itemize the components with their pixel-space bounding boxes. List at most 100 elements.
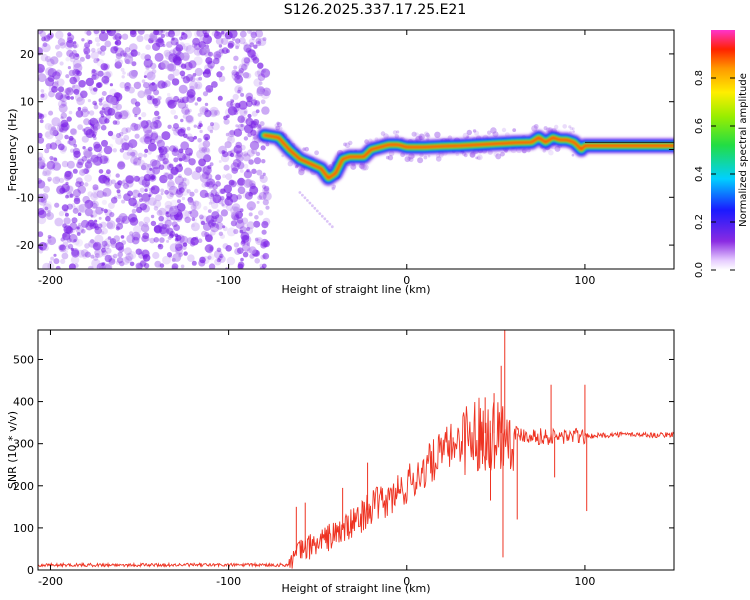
noise-dot	[135, 262, 143, 269]
noise-dot	[205, 85, 214, 93]
noise-dot	[84, 174, 92, 183]
noise-dot	[256, 88, 265, 97]
noise-dot	[230, 220, 237, 227]
noise-dot	[70, 128, 77, 135]
noise-dot	[94, 253, 100, 258]
colorbar-gradient	[711, 30, 735, 270]
noise-dot	[103, 157, 110, 164]
noise-dot	[43, 35, 51, 42]
noise-dot	[240, 144, 246, 151]
noise-dot	[199, 165, 206, 172]
noise-dot	[260, 145, 266, 151]
noise-dot	[55, 265, 61, 269]
noise-dot	[233, 228, 239, 235]
noise-dot	[94, 226, 102, 235]
noise-dot	[200, 220, 206, 226]
noise-dot	[418, 135, 423, 140]
noise-dot	[115, 47, 125, 57]
noise-dot	[105, 247, 112, 254]
noise-dot	[186, 94, 195, 103]
noise-dot	[61, 183, 70, 193]
noise-dot	[184, 61, 193, 71]
noise-dot	[240, 257, 244, 262]
noise-dot	[108, 202, 115, 210]
noise-dot	[78, 222, 82, 227]
noise-dot	[148, 137, 153, 142]
noise-dot	[131, 231, 141, 241]
noise-dot	[47, 234, 52, 239]
noise-dot	[234, 74, 244, 84]
noise-dot	[194, 102, 198, 106]
noise-dot	[343, 142, 347, 147]
noise-dot	[226, 114, 230, 119]
noise-dot	[93, 58, 99, 64]
noise-dot	[88, 110, 95, 116]
noise-dot	[101, 199, 107, 205]
noise-dot	[68, 69, 76, 77]
noise-dot	[385, 155, 390, 160]
noise-dot	[180, 264, 185, 269]
noise-dot	[96, 190, 105, 199]
noise-dot	[188, 152, 193, 157]
noise-dot	[248, 212, 253, 217]
noise-dot	[117, 59, 123, 66]
noise-dot	[72, 44, 77, 48]
noise-dot	[81, 38, 85, 42]
noise-dot	[185, 147, 193, 156]
noise-dot	[562, 124, 567, 129]
noise-dot	[242, 151, 249, 157]
noise-dot	[60, 258, 66, 264]
noise-dot	[229, 98, 235, 104]
noise-dot	[183, 45, 189, 51]
noise-dot	[148, 173, 157, 182]
noise-dot	[99, 50, 106, 56]
noise-dot	[418, 133, 425, 141]
noise-dot	[167, 73, 175, 81]
noise-dot	[156, 155, 160, 158]
noise-dot	[233, 65, 238, 70]
noise-dot	[203, 73, 207, 77]
noise-dot	[237, 161, 245, 170]
noise-dot	[64, 87, 71, 95]
noise-dot	[221, 203, 225, 207]
noise-dot	[211, 81, 218, 88]
noise-dot	[173, 115, 178, 120]
noise-dot	[192, 73, 197, 77]
noise-dot	[392, 130, 398, 135]
noise-dot	[192, 237, 197, 241]
noise-dot	[252, 191, 257, 196]
noise-dot	[281, 154, 284, 158]
noise-dot	[176, 188, 183, 195]
noise-dot	[73, 197, 81, 205]
noise-dot	[51, 86, 58, 93]
noise-dot	[147, 142, 157, 152]
noise-dot	[396, 130, 400, 134]
noise-dot	[229, 152, 235, 158]
noise-dot	[255, 237, 264, 246]
noise-dot	[166, 215, 173, 222]
noise-dot	[262, 187, 270, 195]
noise-dot	[60, 119, 69, 128]
noise-dot	[176, 202, 186, 212]
noise-dot	[55, 30, 64, 40]
noise-dot	[243, 179, 253, 188]
noise-dot	[150, 220, 157, 227]
noise-dot	[233, 144, 243, 154]
noise-dot	[84, 251, 91, 258]
noise-dot	[256, 169, 263, 176]
noise-dot	[255, 30, 264, 38]
noise-dot	[233, 128, 243, 137]
noise-dot	[208, 263, 216, 269]
noise-dot	[230, 206, 239, 215]
noise-dot	[245, 100, 253, 107]
noise-dot	[130, 155, 139, 165]
noise-dot	[75, 181, 82, 188]
noise-dot	[101, 107, 105, 111]
noise-dot	[150, 121, 156, 127]
noise-dot	[152, 161, 160, 169]
noise-dot	[43, 245, 49, 251]
noise-dot	[231, 167, 238, 174]
noise-dot	[199, 173, 209, 183]
noise-dot	[65, 226, 74, 235]
noise-dot	[101, 91, 107, 96]
